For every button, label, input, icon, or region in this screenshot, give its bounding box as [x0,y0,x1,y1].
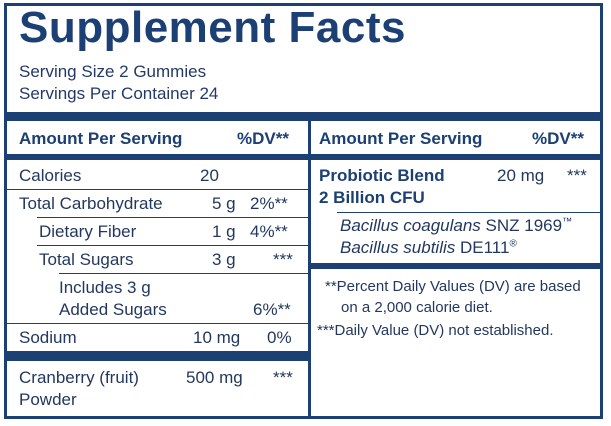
cranberry-amount: 500 mg [186,368,243,387]
row-divider [59,273,308,274]
right-header-amount: Amount Per Serving [319,129,483,148]
strain-1-species: Bacillus coagulans [340,216,481,235]
strain-2-id: DE111 [460,238,510,257]
fiber-dv: 4%** [250,222,288,241]
footnote-dv-line1: **Percent Daily Values (DV) are based [325,278,581,295]
row-divider [37,217,308,218]
supplement-facts-panel: Supplement Facts Serving Size 2 Gummies … [4,3,603,419]
footnote-dv-line2: on a 2,000 calorie diet. [341,299,493,316]
added-sugars-dv: 6%** [253,300,291,319]
added-sugars-line1: Includes 3 g [59,278,151,297]
left-header-bar [7,154,308,160]
left-header-dv: %DV** [237,129,289,148]
left-header-amount: Amount Per Serving [19,129,183,148]
total-sugars-amount: 3 g [212,250,236,269]
footnote-not-established: ***Daily Value (DV) not established. [317,322,554,339]
strain-2-species: Bacillus subtilis [340,238,456,257]
total-carb-label: Total Carbohydrate [19,194,163,213]
fiber-amount: 1 g [212,222,236,241]
sodium-amount: 10 mg [193,328,241,347]
panel-title: Supplement Facts [19,3,406,52]
right-mid-bar [311,263,600,269]
blend-cfu: 2 Billion CFU [319,188,425,207]
serving-size: Serving Size 2 Gummies [19,62,207,81]
top-divider-bar [7,112,600,121]
sodium-dv: 0% [267,328,292,347]
sodium-label: Sodium [19,328,77,347]
left-bottom-bar [7,351,308,361]
cranberry-line2: Powder [19,390,77,409]
total-sugars-dv: *** [273,250,293,269]
servings-per-container: Servings Per Container 24 [19,84,219,103]
blend-name: Probiotic Blend [319,166,445,185]
right-header-bar [311,154,600,160]
blend-dv: *** [567,166,587,185]
calories-label: Calories [19,166,82,185]
added-sugars-line2: Added Sugars [59,300,167,319]
right-header-dv: %DV** [532,129,584,148]
fiber-label: Dietary Fiber [39,222,137,241]
blend-amount: 20 mg [497,166,545,185]
registered-symbol: ® [509,238,517,250]
total-carb-dv: 2%** [250,194,288,213]
row-divider [7,323,308,324]
strain-1-id: SNZ 1969 [485,216,563,235]
row-divider [37,245,308,246]
row-divider [337,212,600,213]
trademark-symbol: ™ [562,216,573,228]
total-carb-amount: 5 g [212,194,236,213]
cranberry-line1: Cranberry (fruit) [19,368,139,387]
cranberry-dv: *** [273,368,293,387]
strain-2: Bacillus subtilis DE111® [340,238,517,258]
column-divider [308,121,311,416]
row-divider [7,189,308,190]
total-sugars-label: Total Sugars [39,250,134,269]
strain-1: Bacillus coagulans SNZ 1969™ [340,216,572,236]
calories-amount: 20 [200,166,219,185]
